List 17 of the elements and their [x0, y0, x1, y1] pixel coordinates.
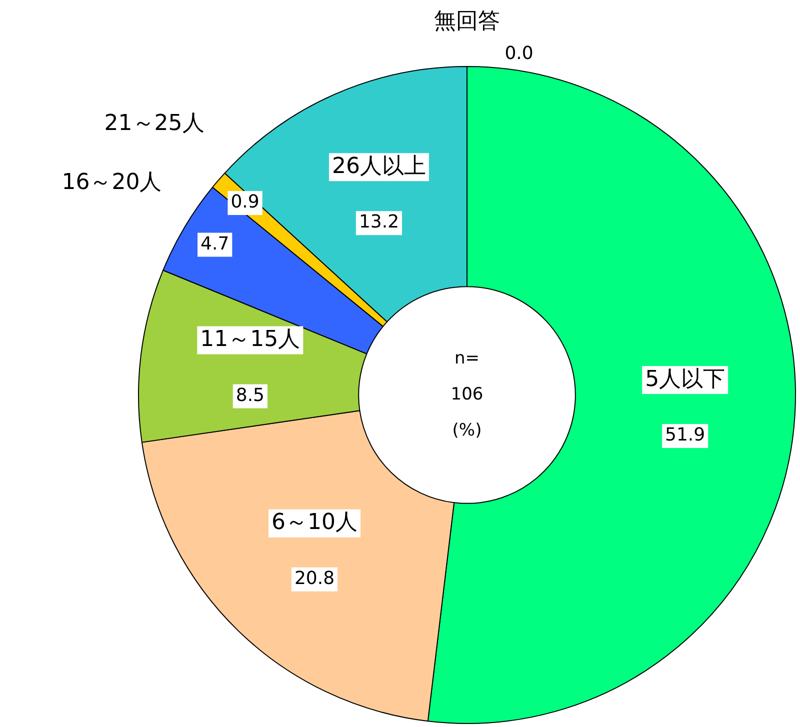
slice-label: 21～25人: [104, 111, 204, 136]
data-label: 0.9: [230, 192, 260, 213]
slice-label: 26人以上: [332, 154, 426, 179]
text: (%): [452, 420, 482, 440]
data-label: 20.8: [294, 568, 335, 590]
slice-label: 5人以下: [645, 366, 726, 392]
slice-label: 16～20人: [62, 170, 162, 196]
slice-label: 11～15人: [200, 327, 300, 352]
text: n=: [454, 348, 480, 368]
data-label: 13.2: [358, 212, 400, 233]
category-label: 無回答: [434, 9, 500, 34]
text: 0.0: [504, 43, 534, 64]
text: 106: [450, 384, 484, 404]
data-label: 8.5: [236, 384, 265, 406]
data-label: 51.9: [665, 424, 706, 446]
data-label: 4.7: [200, 233, 230, 254]
slice-label: 6～10人: [271, 510, 358, 536]
